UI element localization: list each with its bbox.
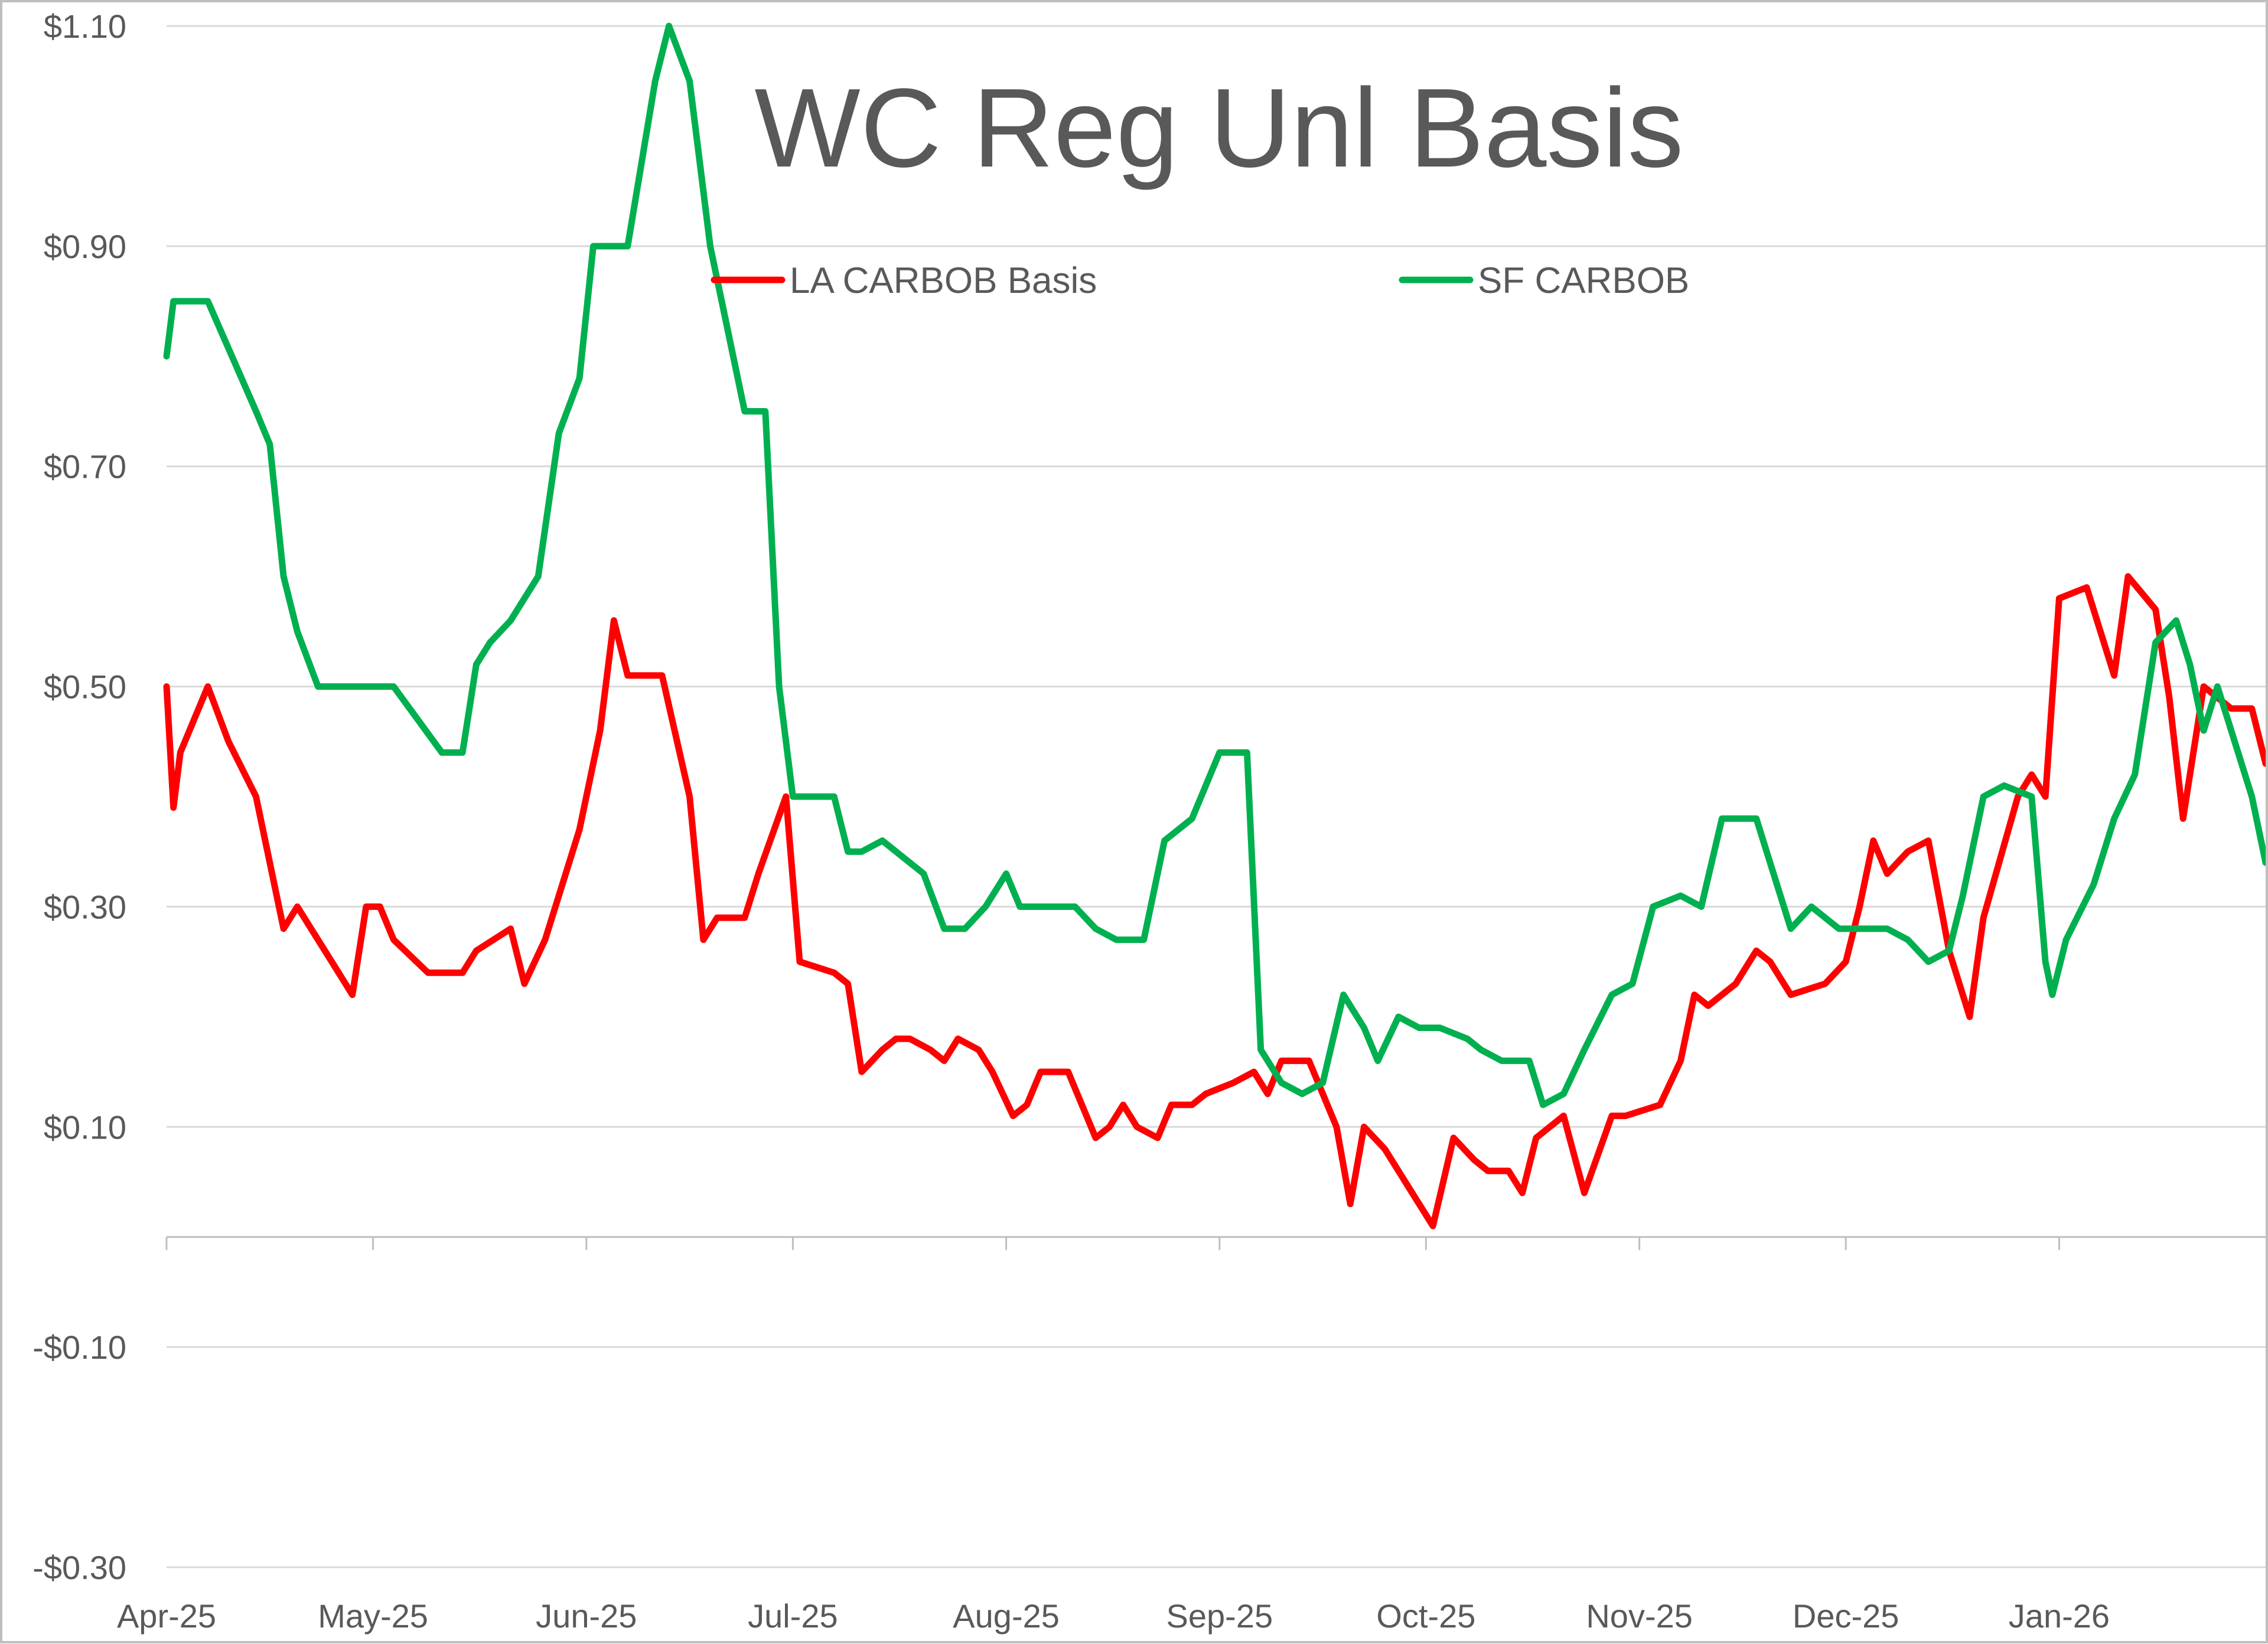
x-tick-label: Sep-25 [1166,1597,1273,1635]
y-axis-tick-labels: $1.10 $0.90 $0.70 $0.50 $0.30 $0.10 -$0.10 -$0.… [32,8,126,1586]
x-tick-label: Jul-25 [748,1597,838,1635]
x-tick-label: Oct-25 [1376,1597,1475,1635]
chart-title: WC Reg Unl Basis [754,66,1683,191]
y-tick-label: $0.50 [44,668,126,706]
x-tick-label: Jan-26 [2009,1597,2110,1635]
legend: LA CARBOB Basis SF CARBOB [711,260,1689,301]
x-axis: Apr-25 May-25 Jun-25 Jul-25 Aug-25 Sep-25 Oct-… [117,1236,2266,1635]
y-tick-label: -$0.30 [32,1549,126,1586]
x-tick-label: Nov-25 [1586,1597,1693,1635]
x-tick-label: Aug-25 [953,1597,1060,1635]
series-line-la-carbob-basis [163,573,2268,1229]
legend-label: LA CARBOB Basis [790,260,1097,301]
x-tick-label: Apr-25 [117,1597,216,1635]
y-tick-label: -$0.10 [32,1329,126,1366]
x-tick-label: Dec-25 [1793,1597,1899,1635]
x-tick-label: Jun-25 [536,1597,637,1635]
y-tick-label: $0.30 [44,888,126,925]
y-tick-label: $0.10 [44,1108,126,1146]
x-tick-label: May-25 [318,1597,428,1635]
gridlines [167,25,2266,1568]
series-line-sf-carbob [163,22,2268,1108]
y-tick-label: $0.70 [44,448,126,485]
legend-label: SF CARBOB [1478,260,1689,301]
y-tick-label: $1.10 [44,8,126,45]
series-lines [163,22,2268,1229]
y-tick-label: $0.90 [44,228,126,265]
